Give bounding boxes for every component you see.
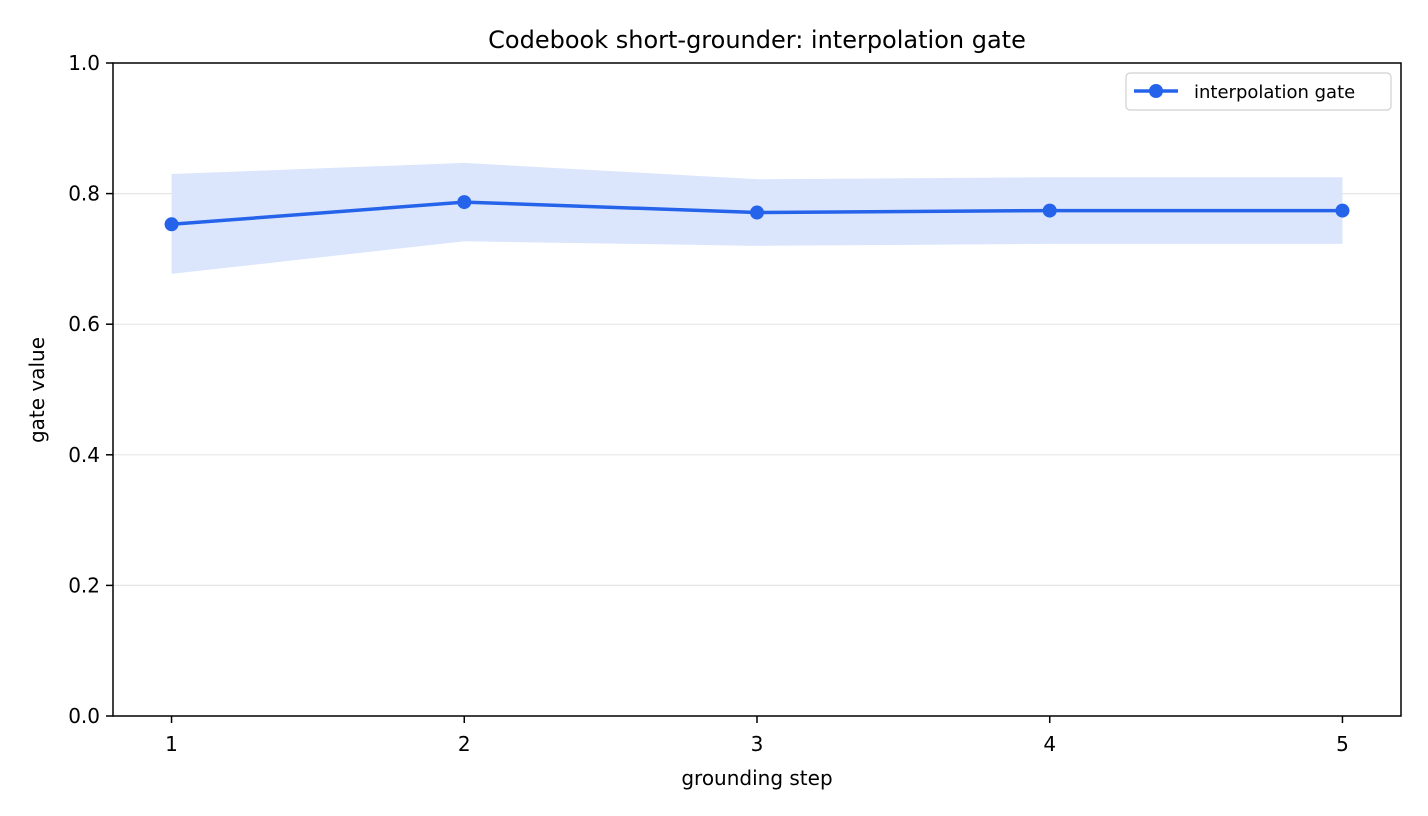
data-point xyxy=(457,195,472,210)
y-tick-label: 0.2 xyxy=(68,573,100,597)
y-axis-ticks: 0.0 0.2 0.4 0.6 0.8 1.0 xyxy=(68,51,113,728)
y-tick-label: 0.4 xyxy=(68,443,100,467)
y-tick-label: 0.8 xyxy=(68,182,100,206)
y-tick-label: 0.6 xyxy=(68,312,100,336)
x-axis-ticks: 1 2 3 4 5 xyxy=(165,716,1349,756)
data-point xyxy=(750,205,764,220)
y-tick-label: 0.0 xyxy=(68,704,100,728)
x-tick-label: 5 xyxy=(1336,732,1349,756)
legend-marker-swatch xyxy=(1149,84,1163,98)
y-tick-label: 1.0 xyxy=(68,51,100,75)
data-point xyxy=(164,217,179,232)
x-tick-label: 3 xyxy=(751,732,764,756)
chart-title: Codebook short-grounder: interpolation g… xyxy=(488,26,1026,54)
legend: interpolation gate xyxy=(1125,72,1392,111)
legend-box xyxy=(1125,72,1392,111)
x-tick-label: 4 xyxy=(1043,732,1056,756)
x-tick-label: 1 xyxy=(165,732,178,756)
data-point xyxy=(1335,203,1350,218)
x-axis-label: grounding step xyxy=(681,766,832,790)
y-axis-label: gate value xyxy=(25,337,49,443)
series-points xyxy=(164,195,1350,232)
data-point xyxy=(1042,203,1057,218)
x-tick-label: 2 xyxy=(458,732,471,756)
legend-label: interpolation gate xyxy=(1194,82,1355,103)
